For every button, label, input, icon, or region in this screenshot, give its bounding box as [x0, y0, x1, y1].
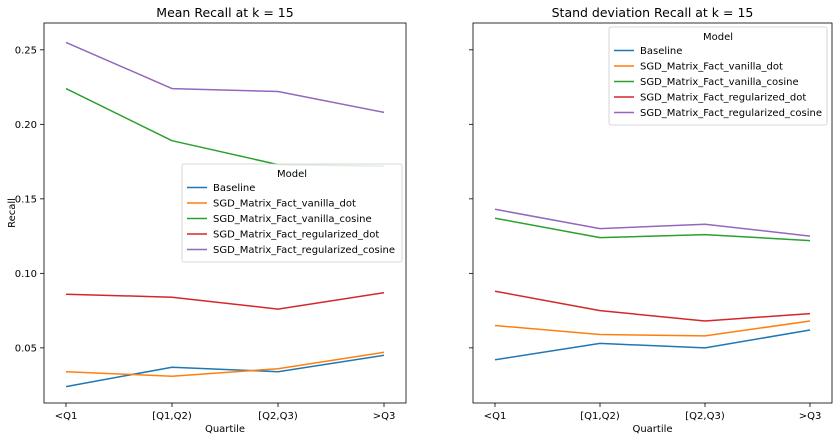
legend-entry: SGD_Matrix_Fact_vanilla_dot — [640, 62, 783, 73]
y-tick-label: 0.05 — [15, 343, 37, 354]
legend-entry: Baseline — [213, 183, 255, 194]
legend-box — [181, 163, 403, 263]
chart-title: Mean Recall at k = 15 — [156, 5, 293, 20]
series-line-3 — [65, 87, 385, 167]
series-line-5 — [494, 208, 811, 237]
series-line-2 — [65, 351, 385, 377]
x-tick-label: [Q2,Q3) — [685, 411, 725, 422]
legend-box — [608, 26, 828, 126]
x-tick-label: <Q1 — [55, 411, 78, 422]
legend-entry: SGD_Matrix_Fact_vanilla_cosine — [213, 214, 372, 225]
legend-title: Model — [277, 169, 307, 180]
series-line-3 — [494, 217, 811, 242]
series-line-2 — [494, 320, 811, 337]
legend: Model Baseline SGD_Matrix_Fact_vanilla_dot… — [181, 163, 403, 263]
legend-entry: SGD_Matrix_Fact_regularized_cosine — [213, 245, 395, 256]
x-tick-label: [Q1,Q2) — [152, 411, 192, 422]
chart-panel-1: Mean Recall at k = 15 <Q1 [Q1,Q2) [Q2,Q3) >Q… — [7, 5, 407, 435]
series-line-1 — [65, 354, 385, 388]
series-line-4 — [65, 291, 385, 310]
legend-entry: SGD_Matrix_Fact_regularized_cosine — [640, 108, 822, 119]
y-tick-label: 0.25 — [15, 45, 37, 56]
series-line-4 — [494, 290, 811, 322]
legend-entry: SGD_Matrix_Fact_regularized_dot — [640, 93, 806, 104]
x-tick-label: >Q3 — [373, 411, 396, 422]
legend-entry: Baseline — [640, 46, 682, 57]
series-line-5 — [65, 41, 385, 114]
x-axis-label: Quartile — [205, 424, 245, 435]
legend-entry: SGD_Matrix_Fact_vanilla_dot — [213, 199, 356, 210]
y-tick-label: 0.20 — [15, 120, 37, 131]
y-tick-label: 0.10 — [15, 269, 37, 280]
legend-title: Model — [703, 32, 733, 43]
x-tick-label: [Q2,Q3) — [258, 411, 298, 422]
axes-frame — [472, 22, 833, 404]
chart-title: Stand deviation Recall at k = 15 — [552, 5, 754, 20]
y-axis-label: Recall — [7, 198, 18, 228]
legend: Model Baseline SGD_Matrix_Fact_vanilla_dot… — [608, 26, 828, 126]
legend-entry: SGD_Matrix_Fact_vanilla_cosine — [640, 77, 799, 88]
series-line-1 — [494, 329, 811, 361]
axes-frame — [43, 22, 407, 404]
chart-panel-2: Stand deviation Recall at k = 15 <Q1 [Q1,Q… — [469, 5, 833, 435]
x-axis-label: Quartile — [632, 424, 672, 435]
y-tick-label: 0.15 — [15, 194, 37, 205]
x-tick-label: >Q3 — [799, 411, 822, 422]
x-tick-label: <Q1 — [484, 411, 507, 422]
x-tick-label: [Q1,Q2) — [580, 411, 620, 422]
legend-entry: SGD_Matrix_Fact_regularized_dot — [213, 230, 379, 241]
